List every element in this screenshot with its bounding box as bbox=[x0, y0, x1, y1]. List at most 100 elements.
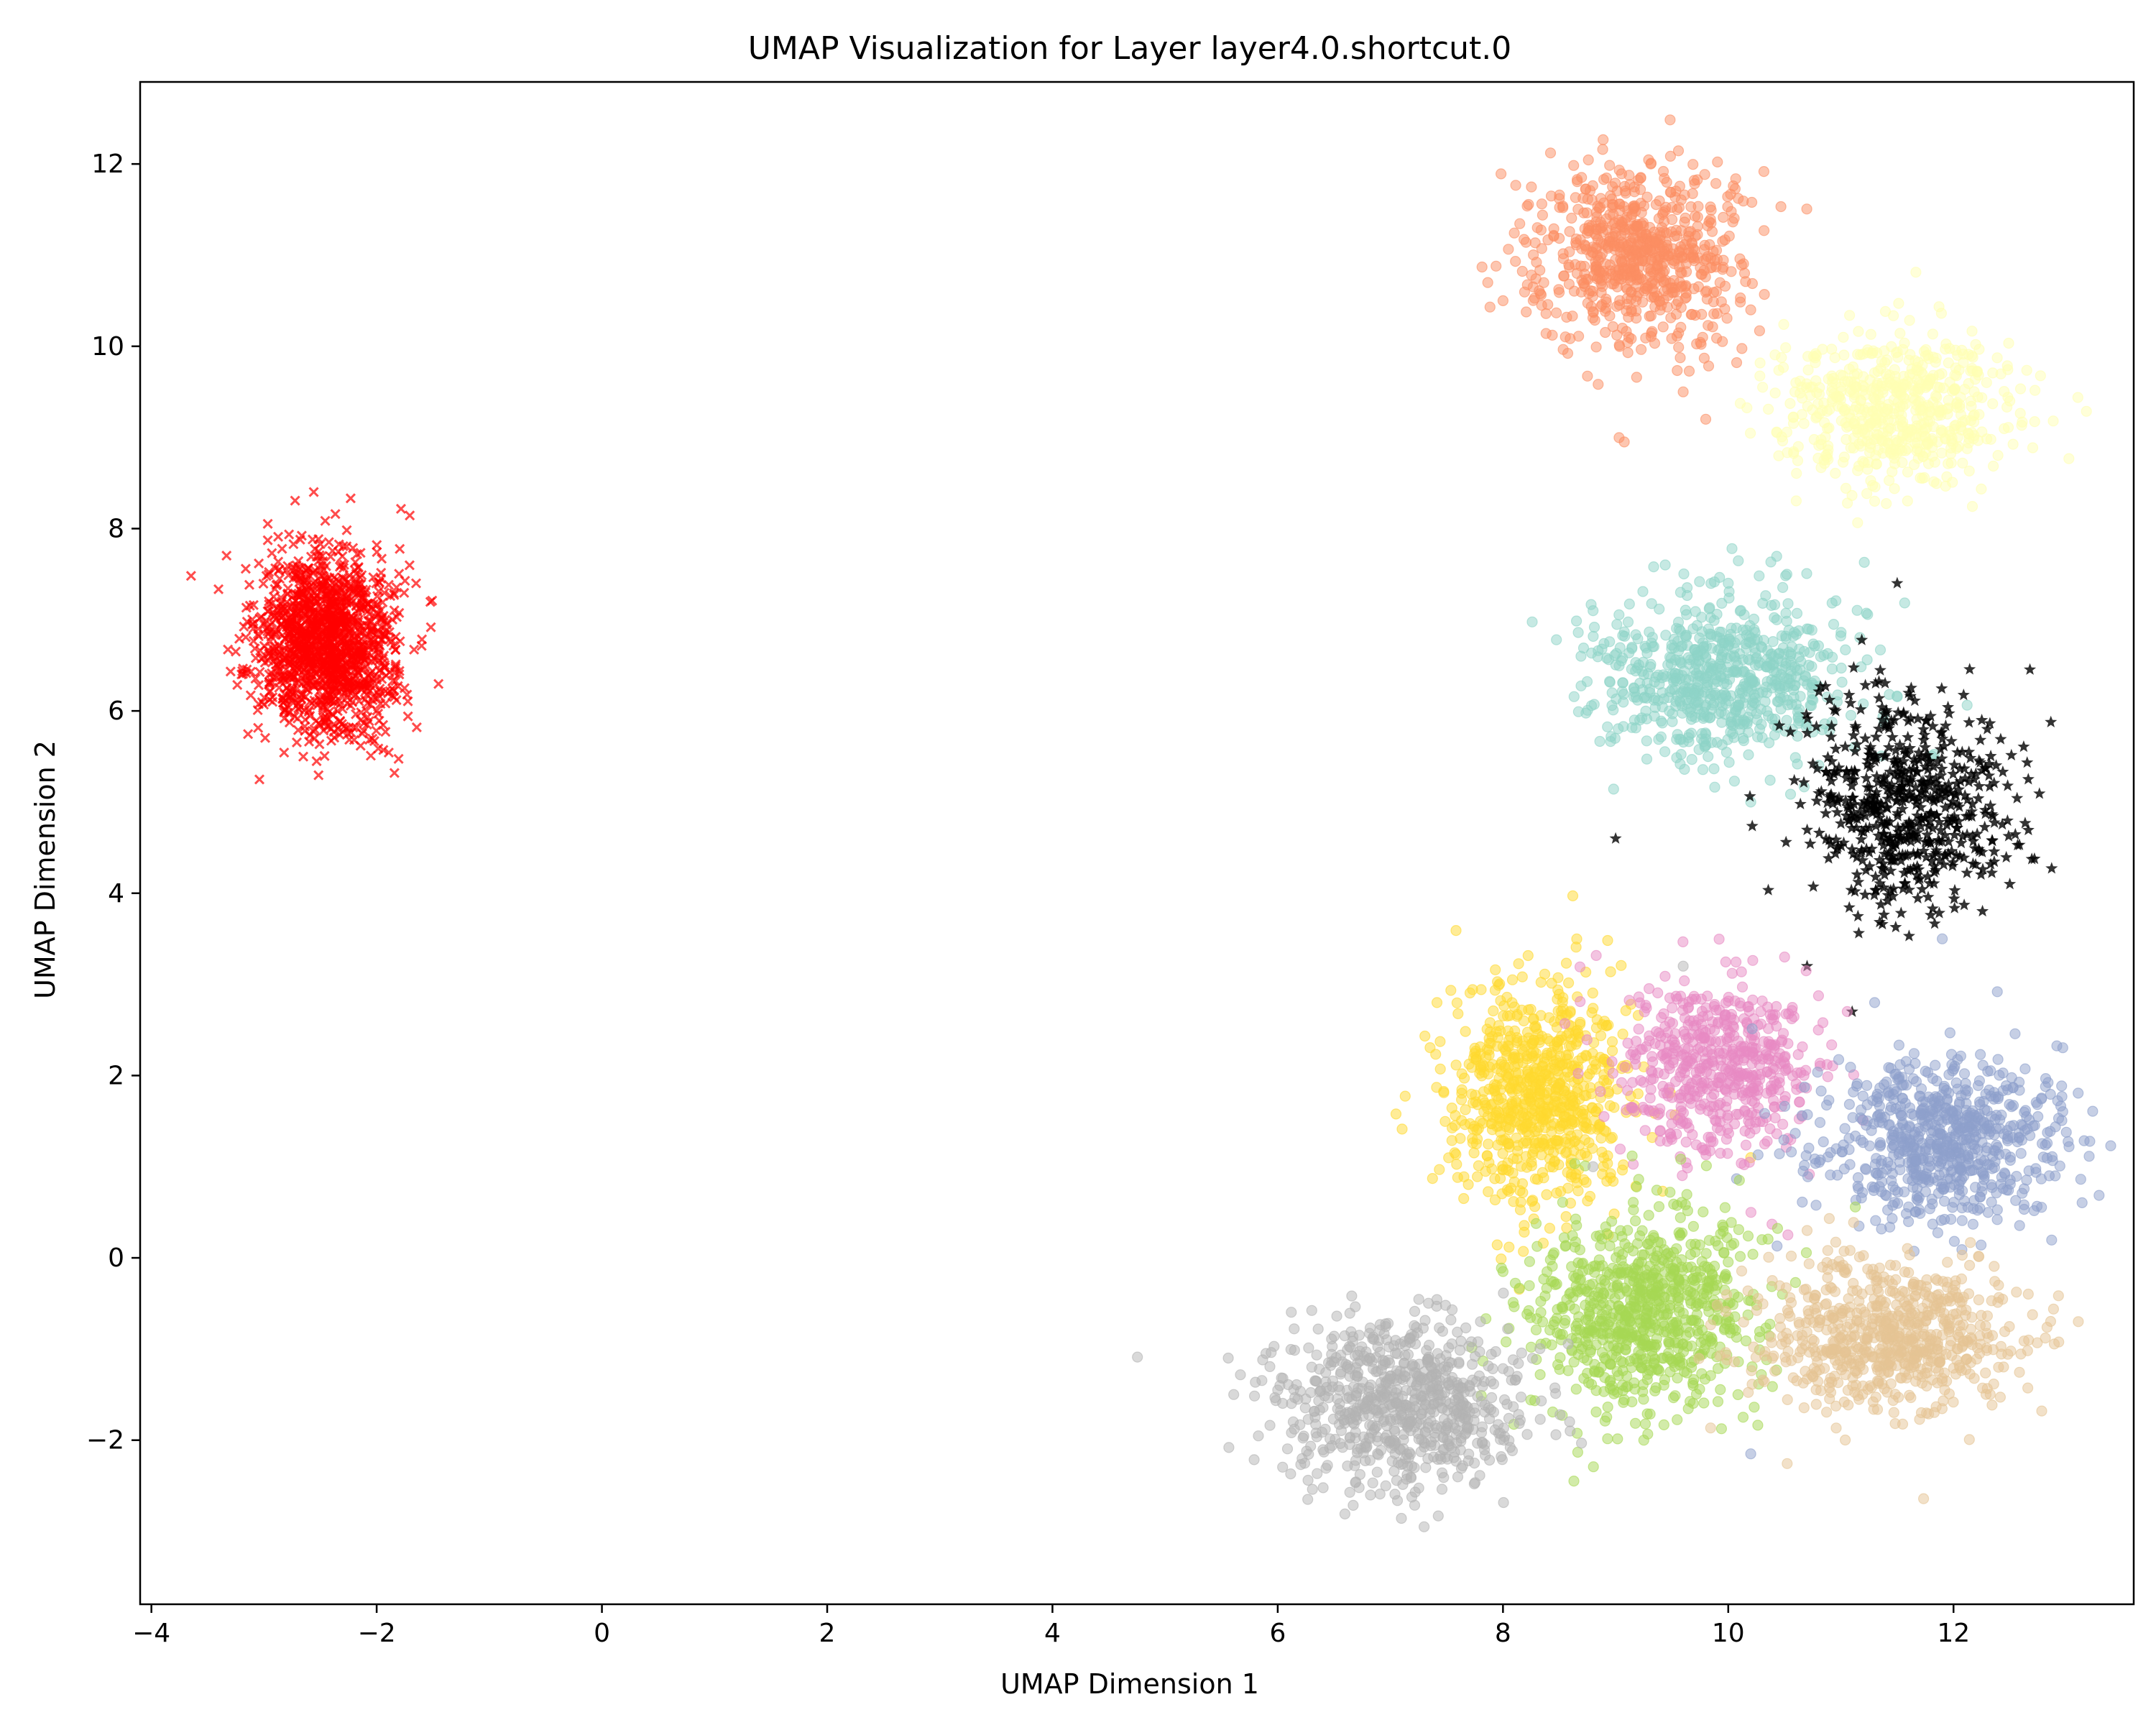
cluster-3-point bbox=[1711, 608, 1723, 620]
cluster-3-point bbox=[1697, 690, 1708, 702]
cluster-5-point bbox=[1483, 1138, 1494, 1150]
cluster-5-point bbox=[1493, 1020, 1505, 1031]
cluster-5-point bbox=[1434, 1036, 1446, 1047]
cluster-0-point bbox=[297, 624, 308, 635]
cluster-4-point bbox=[2011, 791, 2024, 804]
cluster-3-point bbox=[1726, 622, 1737, 634]
cluster-0-point bbox=[308, 487, 319, 497]
cluster-0-point bbox=[309, 733, 320, 744]
cluster-2-point bbox=[1976, 483, 1987, 495]
chart-title: UMAP Visualization for Layer layer4.0.sh… bbox=[748, 30, 1512, 67]
cluster-1-point bbox=[1692, 229, 1703, 240]
cluster-2-point bbox=[1943, 395, 1954, 406]
cluster-0-point bbox=[272, 661, 283, 672]
cluster-2-point bbox=[1820, 450, 1832, 461]
cluster-5-point bbox=[1587, 1047, 1598, 1059]
cluster-0-point bbox=[318, 612, 329, 623]
cluster-2-point bbox=[1973, 409, 1985, 420]
cluster-5-point bbox=[1518, 1138, 1529, 1149]
cluster-0-point bbox=[243, 729, 254, 740]
cluster-1-point bbox=[1626, 208, 1638, 220]
cluster-0-point bbox=[410, 578, 422, 589]
cluster-2-point bbox=[1966, 500, 1978, 512]
cluster-0-point bbox=[305, 696, 315, 707]
cluster-5-point bbox=[1449, 1120, 1461, 1131]
cluster-0-point bbox=[259, 657, 270, 668]
cluster-2-point bbox=[1790, 495, 1802, 507]
cluster-3-point bbox=[1694, 632, 1705, 644]
cluster-1-point bbox=[1758, 166, 1769, 178]
cluster-3-point bbox=[1678, 568, 1690, 580]
cluster-1-point bbox=[1510, 256, 1521, 267]
cluster-1-point bbox=[1722, 201, 1733, 213]
cluster-0-point bbox=[185, 571, 196, 581]
cluster-1-point bbox=[1632, 221, 1644, 232]
cluster-3-point bbox=[1588, 604, 1599, 617]
cluster-1-point bbox=[1611, 300, 1623, 312]
cluster-1-point bbox=[1534, 264, 1546, 276]
cluster-0-point bbox=[254, 774, 265, 785]
cluster-5-point bbox=[1491, 1080, 1502, 1091]
cluster-2-point bbox=[1944, 343, 1955, 354]
cluster-2-point bbox=[1792, 455, 1804, 466]
cluster-1-point bbox=[1575, 260, 1587, 272]
cluster-5-point bbox=[1439, 1116, 1451, 1127]
cluster-4-point bbox=[1819, 806, 1833, 819]
cluster-1-point bbox=[1691, 338, 1703, 350]
cluster-0-point bbox=[328, 697, 339, 708]
cluster-0-point bbox=[328, 709, 338, 720]
cluster-5-point bbox=[1519, 1226, 1530, 1238]
cluster-2-point bbox=[1840, 482, 1852, 494]
cluster-1-point bbox=[1590, 341, 1602, 353]
cluster-0-point bbox=[357, 594, 368, 604]
cluster-1-point bbox=[1683, 365, 1695, 377]
cluster-3-point bbox=[1726, 543, 1738, 554]
cluster-5-point bbox=[1577, 1108, 1588, 1120]
cluster-2-point bbox=[2047, 415, 2059, 427]
cluster-5-point bbox=[1632, 1088, 1644, 1100]
cluster-2-point bbox=[1865, 328, 1876, 340]
cluster-3-point bbox=[1792, 758, 1803, 770]
cluster-0-point bbox=[356, 570, 367, 581]
cluster-1-point bbox=[1593, 265, 1605, 277]
cluster-1-point bbox=[1719, 234, 1731, 246]
cluster-4-point bbox=[1858, 888, 1871, 901]
cluster-3-point bbox=[1619, 630, 1631, 642]
cluster-4-point bbox=[1839, 740, 1852, 753]
cluster-0-point bbox=[300, 629, 311, 640]
cluster-3-point bbox=[1743, 749, 1754, 760]
cluster-1-point bbox=[1635, 172, 1646, 183]
cluster-5-point bbox=[1483, 1186, 1494, 1197]
cluster-0-point bbox=[305, 551, 316, 562]
cluster-1-point bbox=[1563, 278, 1575, 290]
cluster-1-point bbox=[1568, 160, 1580, 171]
cluster-2-point bbox=[1865, 442, 1876, 454]
cluster-2-point bbox=[1910, 267, 1922, 278]
cluster-5-point bbox=[1419, 1030, 1431, 1042]
cluster-2-point bbox=[1880, 368, 1892, 380]
cluster-1-point bbox=[1582, 193, 1593, 205]
cluster-2-point bbox=[1763, 403, 1774, 415]
cluster-3-point bbox=[1803, 659, 1815, 671]
cluster-1-point bbox=[1639, 255, 1651, 267]
cluster-0-point bbox=[354, 626, 365, 637]
cluster-4-point bbox=[1894, 906, 1907, 919]
cluster-4-point bbox=[1928, 917, 1941, 929]
cluster-0-point bbox=[223, 644, 234, 655]
cluster-2-point bbox=[1956, 344, 1968, 356]
cluster-1-point bbox=[1708, 308, 1720, 320]
cluster-2-point bbox=[1791, 467, 1802, 479]
cluster-0-point bbox=[367, 695, 378, 706]
cluster-6-point bbox=[1654, 1135, 1666, 1147]
cluster-2-point bbox=[1919, 472, 1930, 484]
cluster-1-point bbox=[1672, 204, 1683, 216]
cluster-3-point bbox=[1723, 639, 1734, 651]
cluster-0-point bbox=[362, 712, 373, 722]
cluster-5-point bbox=[1594, 1121, 1606, 1132]
cluster-1-point bbox=[1619, 224, 1631, 236]
cluster-0-point bbox=[339, 688, 350, 699]
cluster-0-point bbox=[340, 589, 351, 599]
cluster-5-point bbox=[1498, 1059, 1510, 1072]
cluster-2-point bbox=[2027, 442, 2039, 454]
